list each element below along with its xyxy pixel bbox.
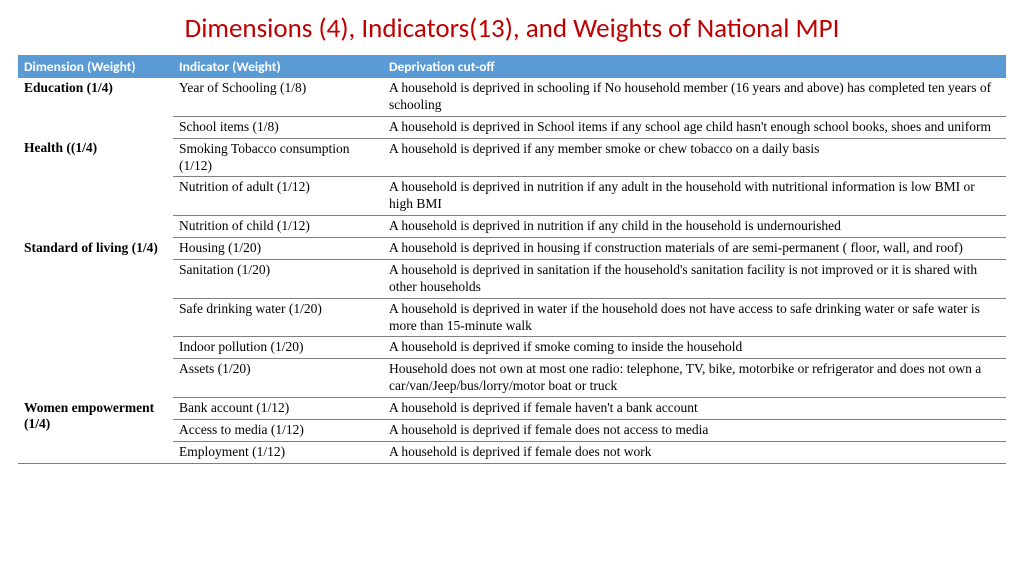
table-row: Health ((1/4)Smoking Tobacco consumption…: [18, 138, 1006, 177]
col-cutoff: Deprivation cut-off: [383, 55, 1006, 78]
dimension-cell: Education (1/4): [18, 78, 173, 138]
cutoff-cell: A household is deprived if female does n…: [383, 419, 1006, 441]
indicator-cell: Bank account (1/12): [173, 398, 383, 420]
col-indicator: Indicator (Weight): [173, 55, 383, 78]
indicator-cell: Nutrition of child (1/12): [173, 216, 383, 238]
indicator-cell: Indoor pollution (1/20): [173, 337, 383, 359]
table-header-row: Dimension (Weight) Indicator (Weight) De…: [18, 55, 1006, 78]
indicator-cell: Housing (1/20): [173, 238, 383, 260]
dimension-cell: Standard of living (1/4): [18, 238, 173, 398]
cutoff-cell: A household is deprived in nutrition if …: [383, 216, 1006, 238]
dimension-cell: Health ((1/4): [18, 138, 173, 237]
cutoff-cell: A household is deprived if any member sm…: [383, 138, 1006, 177]
page-title: Dimensions (4), Indicators(13), and Weig…: [0, 0, 1024, 55]
mpi-table: Dimension (Weight) Indicator (Weight) De…: [18, 55, 1006, 464]
table-row: Women empowerment (1/4)Bank account (1/1…: [18, 398, 1006, 420]
indicator-cell: Sanitation (1/20): [173, 259, 383, 298]
dimension-cell: Women empowerment (1/4): [18, 398, 173, 464]
cutoff-cell: Household does not own at most one radio…: [383, 359, 1006, 398]
cutoff-cell: A household is deprived in School items …: [383, 116, 1006, 138]
cutoff-cell: A household is deprived in water if the …: [383, 298, 1006, 337]
table-row: Standard of living (1/4)Housing (1/20)A …: [18, 238, 1006, 260]
table-row: Education (1/4)Year of Schooling (1/8)A …: [18, 78, 1006, 116]
cutoff-cell: A household is deprived in housing if co…: [383, 238, 1006, 260]
indicator-cell: Smoking Tobacco consumption (1/12): [173, 138, 383, 177]
indicator-cell: Year of Schooling (1/8): [173, 78, 383, 116]
indicator-cell: Safe drinking water (1/20): [173, 298, 383, 337]
cutoff-cell: A household is deprived if female haven'…: [383, 398, 1006, 420]
cutoff-cell: A household is deprived if smoke coming …: [383, 337, 1006, 359]
indicator-cell: Nutrition of adult (1/12): [173, 177, 383, 216]
indicator-cell: Employment (1/12): [173, 441, 383, 463]
indicator-cell: School items (1/8): [173, 116, 383, 138]
indicator-cell: Access to media (1/12): [173, 419, 383, 441]
indicator-cell: Assets (1/20): [173, 359, 383, 398]
cutoff-cell: A household is deprived if female does n…: [383, 441, 1006, 463]
col-dimension: Dimension (Weight): [18, 55, 173, 78]
cutoff-cell: A household is deprived in sanitation if…: [383, 259, 1006, 298]
table-body: Education (1/4)Year of Schooling (1/8)A …: [18, 78, 1006, 463]
cutoff-cell: A household is deprived in nutrition if …: [383, 177, 1006, 216]
cutoff-cell: A household is deprived in schooling if …: [383, 78, 1006, 116]
